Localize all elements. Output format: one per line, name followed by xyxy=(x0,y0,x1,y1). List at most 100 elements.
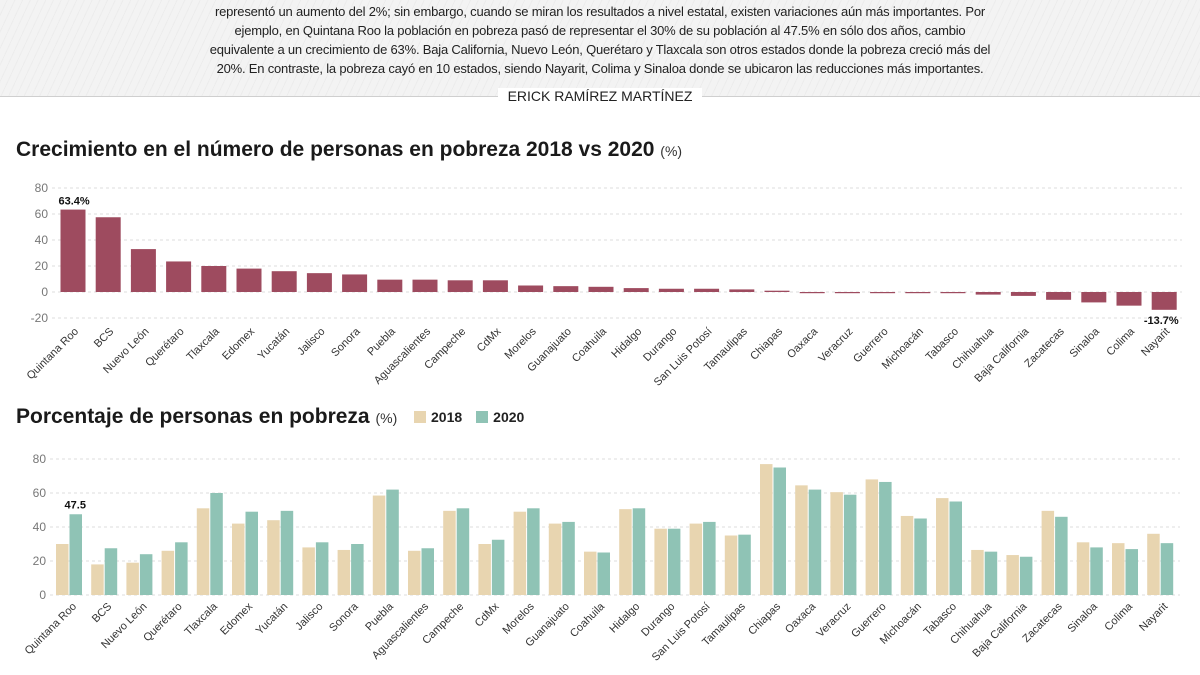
bar-veracruz xyxy=(834,292,860,294)
x-tick-label: Jalisco xyxy=(295,326,327,358)
bar-baja-california xyxy=(1010,292,1036,296)
y-tick-label: 20 xyxy=(35,259,49,273)
bar-2018-querétaro xyxy=(161,550,175,595)
bar-2018-zacatecas xyxy=(1041,510,1055,595)
bar-2020-nuevo-león xyxy=(139,554,153,595)
bar-2018-puebla xyxy=(372,495,386,595)
y-tick-label: 60 xyxy=(33,486,47,500)
bar-2020-yucatán xyxy=(280,510,294,595)
x-tick-label: Sinaloa xyxy=(1065,600,1100,635)
author-name: ERICK RAMÍREZ MARTÍNEZ xyxy=(497,88,703,104)
bar-2020-morelos xyxy=(527,508,540,595)
chart1-unit: (%) xyxy=(660,143,683,159)
author-byline: ERICK RAMÍREZ MARTÍNEZ xyxy=(0,86,1200,106)
bar-2020-baja-california xyxy=(1019,556,1033,595)
x-tick-label: Nayarit xyxy=(1137,601,1170,634)
bar-2020-guerrero xyxy=(879,481,892,595)
bar-yucatán xyxy=(271,271,297,292)
chart1-title: Crecimiento en el número de personas en … xyxy=(16,138,683,161)
bar-2020-san-luis-potosí xyxy=(703,521,716,595)
bar-michoacán xyxy=(905,292,931,294)
bar-nayarit xyxy=(1151,292,1177,310)
bar-2018-oaxaca xyxy=(795,485,808,595)
bar-coahuila xyxy=(588,286,614,292)
bar-2018-michoacán xyxy=(900,515,914,595)
bar-tabasco xyxy=(940,292,966,294)
bar-2018-morelos xyxy=(513,511,527,595)
data-label-first: 47.5 xyxy=(65,499,86,511)
bar-tlaxcala xyxy=(201,266,227,292)
x-tick-label: Chiapas xyxy=(748,325,785,362)
x-tick-label: Querétaro xyxy=(141,601,185,645)
x-tick-label: Colima xyxy=(1102,600,1135,633)
x-tick-label: BCS xyxy=(92,326,116,350)
bar-2018-tabasco xyxy=(936,498,949,595)
x-tick-label: Oaxaca xyxy=(785,325,821,361)
bar-2020-puebla xyxy=(386,489,399,595)
y-tick-label: 40 xyxy=(35,233,49,247)
bar-puebla xyxy=(377,279,403,292)
bar-2018-edomex xyxy=(232,523,245,595)
x-tick-label: Edomex xyxy=(218,600,255,637)
bar-2018-guanajuato xyxy=(548,523,562,595)
x-tick-label: CdMx xyxy=(473,600,502,629)
legend-item-2018: 2018 xyxy=(414,409,462,425)
bar-durango xyxy=(658,288,684,292)
bar-nuevo-león xyxy=(130,249,156,292)
bar-sonora xyxy=(342,274,368,292)
bar-2020-bcs xyxy=(104,548,118,595)
bar-jalisco xyxy=(306,273,332,292)
x-tick-label: Tlaxcala xyxy=(184,325,222,363)
bar-2018-baja-california xyxy=(1006,555,1019,595)
bar-2018-campeche xyxy=(443,510,456,595)
bar-2018-quintana-roo xyxy=(56,544,69,595)
bar-2020-edomex xyxy=(245,511,258,595)
bar-2018-coahuila xyxy=(584,551,597,595)
bar-2018-guerrero xyxy=(865,479,879,595)
bar-2020-cdmx xyxy=(491,539,505,595)
intro-section: representó un aumento del 2%; sin embarg… xyxy=(0,0,1200,96)
bar-chiapas xyxy=(764,290,790,292)
bar-morelos xyxy=(518,285,544,292)
intro-line: representó un aumento del 2%; sin embarg… xyxy=(214,4,986,19)
bar-hidalgo xyxy=(623,288,649,292)
bar-2018-hidalgo xyxy=(619,509,632,595)
x-tick-label: Veracruz xyxy=(814,601,853,640)
bar-2020-tabasco xyxy=(949,501,962,595)
x-tick-label: Puebla xyxy=(363,600,396,633)
bar-2020-quintana-roo xyxy=(69,514,82,595)
x-tick-label: Puebla xyxy=(365,325,398,358)
y-tick-label: 60 xyxy=(35,207,49,221)
y-tick-label: -20 xyxy=(31,311,49,325)
y-tick-label: 80 xyxy=(33,452,47,466)
x-tick-label: Querétaro xyxy=(143,326,187,370)
x-tick-label: Colima xyxy=(1104,325,1137,358)
bar-2020-nayarit xyxy=(1160,543,1174,595)
bar-2020-sinaloa xyxy=(1090,547,1103,595)
bar-2020-querétaro xyxy=(175,542,188,595)
bar-cdmx xyxy=(482,280,508,292)
bar-2020-chihuahua xyxy=(984,551,998,595)
bar-colima xyxy=(1116,292,1142,306)
x-tick-label: Nayarit xyxy=(1139,326,1172,359)
x-tick-label: Edomex xyxy=(220,325,257,362)
x-tick-label: CdMx xyxy=(475,325,504,354)
x-tick-label: Hidalgo xyxy=(607,601,642,636)
bar-bcs xyxy=(95,217,121,292)
bar-2018-aguascalientes xyxy=(408,550,421,595)
bar-2018-chiapas xyxy=(760,464,773,595)
x-tick-label: Sonora xyxy=(329,325,363,359)
bar-quintana-roo xyxy=(60,209,86,292)
data-label-last: -13.7% xyxy=(1144,315,1179,327)
bar-2018-jalisco xyxy=(302,547,315,595)
x-tick-label: Yucatán xyxy=(254,601,291,638)
bar-edomex xyxy=(236,268,262,292)
bar-2020-campeche xyxy=(456,508,470,595)
bar-aguascalientes xyxy=(412,279,438,292)
chart2-legend: 2018 2020 xyxy=(414,409,524,425)
chart2-title: Porcentaje de personas en pobreza (%) xyxy=(16,405,398,428)
bar-2020-sonora xyxy=(351,544,364,595)
x-tick-label: Oaxaca xyxy=(783,600,819,636)
bar-2020-michoacán xyxy=(914,518,927,595)
